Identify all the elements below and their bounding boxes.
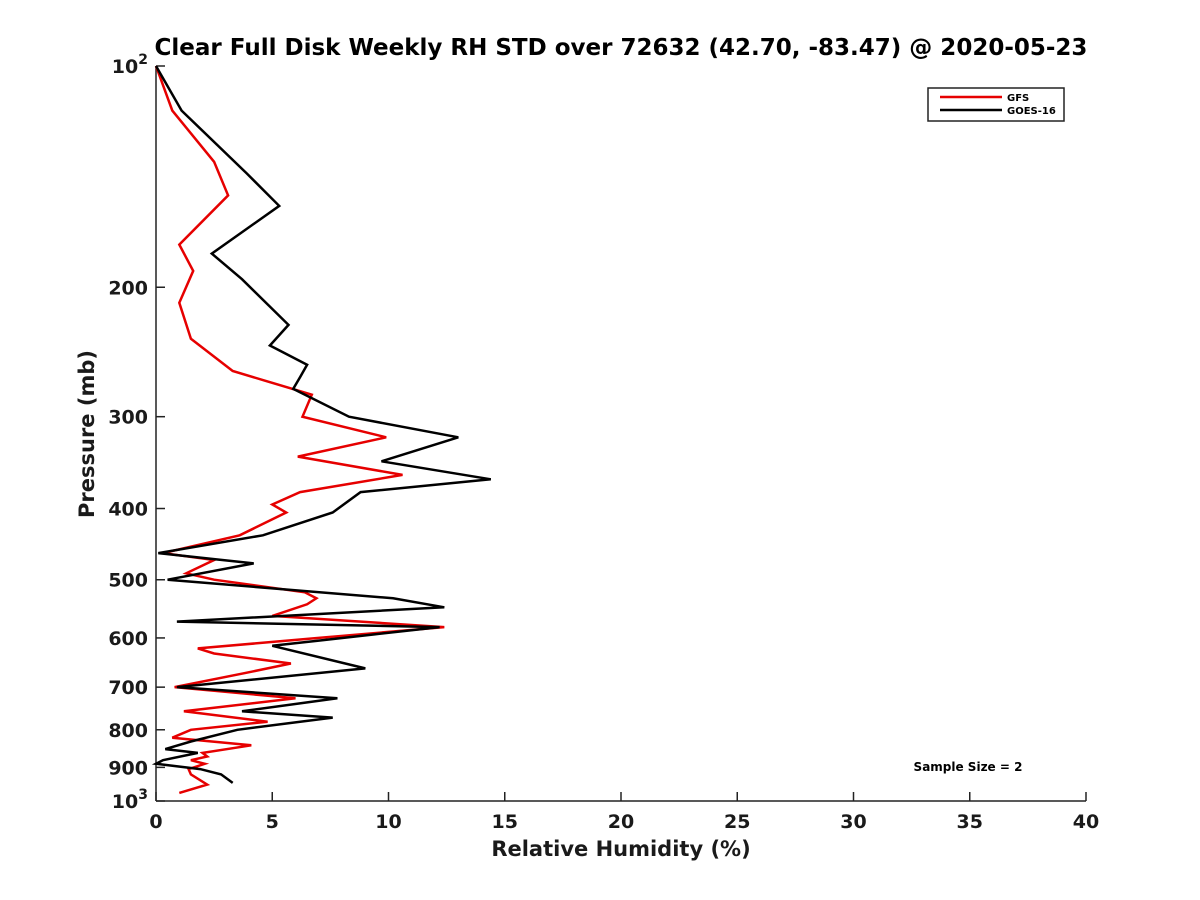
x-tick-label: 10 — [375, 811, 401, 833]
y-tick-label: 600 — [108, 628, 148, 650]
y-ticks: 102 200 300 400 500 600 700 800 900 103 — [108, 52, 165, 813]
legend: GFS GOES-16 — [927, 87, 1065, 122]
x-tick-label: 35 — [957, 811, 983, 833]
y-tick-label: 102 — [112, 52, 148, 78]
series-line-goes-16 — [151, 65, 492, 784]
x-tick-label: 0 — [149, 811, 162, 833]
legend-box — [927, 87, 1065, 122]
x-axis-label: Relative Humidity (%) — [491, 837, 750, 861]
x-tick-label: 20 — [608, 811, 634, 833]
series-layer — [151, 65, 492, 795]
x-tick-label: 40 — [1073, 811, 1099, 833]
y-tick-label: 500 — [108, 570, 148, 592]
y-tick-label: 800 — [108, 720, 148, 742]
x-ticks: 0 5 10 15 20 25 30 35 40 — [149, 792, 1099, 833]
x-tick-label: 30 — [840, 811, 866, 833]
x-tick-label: 15 — [492, 811, 518, 833]
legend-label-gfs: GFS — [1007, 93, 1029, 104]
x-tick-label: 25 — [724, 811, 750, 833]
y-tick-label: 700 — [108, 677, 148, 699]
y-tick-label: 400 — [108, 499, 148, 521]
y-tick-label: 103 — [112, 787, 148, 813]
y-tick-label: 200 — [108, 277, 148, 299]
sample-size-annotation: Sample Size = 2 — [914, 760, 1023, 774]
x-tick-label: 5 — [266, 811, 279, 833]
chart-title: Clear Full Disk Weekly RH STD over 72632… — [155, 35, 1088, 61]
plot-area: 0 5 10 15 20 25 30 35 40 102 200 300 400 500 600 700 80… — [108, 52, 1099, 833]
series-line-gfs — [154, 65, 445, 795]
y-tick-label: 300 — [108, 407, 148, 429]
y-axis-label: Pressure (mb) — [75, 350, 99, 518]
legend-label-goes-16: GOES-16 — [1007, 106, 1056, 117]
y-tick-label: 900 — [108, 757, 148, 779]
